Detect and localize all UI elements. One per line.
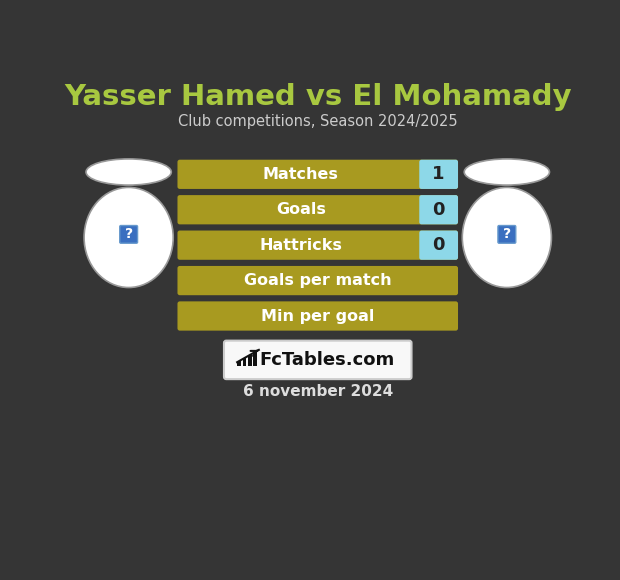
- FancyBboxPatch shape: [419, 195, 458, 224]
- FancyBboxPatch shape: [177, 160, 458, 189]
- Text: 0: 0: [432, 201, 445, 219]
- Text: 0: 0: [432, 236, 445, 254]
- Text: Min per goal: Min per goal: [261, 309, 374, 324]
- Text: FcTables.com: FcTables.com: [259, 351, 395, 369]
- Ellipse shape: [86, 159, 171, 185]
- FancyBboxPatch shape: [120, 226, 138, 243]
- Text: Hattricks: Hattricks: [259, 238, 342, 253]
- Bar: [248, 356, 252, 366]
- FancyBboxPatch shape: [177, 195, 458, 224]
- Ellipse shape: [84, 187, 173, 288]
- Text: ?: ?: [125, 227, 133, 241]
- FancyBboxPatch shape: [419, 230, 458, 260]
- Text: 1: 1: [432, 165, 445, 183]
- FancyBboxPatch shape: [419, 160, 458, 189]
- FancyBboxPatch shape: [498, 226, 516, 243]
- FancyBboxPatch shape: [224, 340, 412, 379]
- FancyBboxPatch shape: [177, 230, 458, 260]
- FancyBboxPatch shape: [177, 302, 458, 331]
- Ellipse shape: [463, 187, 551, 288]
- Bar: [242, 358, 247, 366]
- Bar: [237, 361, 241, 366]
- FancyBboxPatch shape: [177, 266, 458, 295]
- Ellipse shape: [464, 159, 549, 185]
- Bar: [254, 351, 257, 366]
- Text: Goals: Goals: [276, 202, 326, 218]
- Text: Club competitions, Season 2024/2025: Club competitions, Season 2024/2025: [178, 114, 458, 129]
- Text: 6 november 2024: 6 november 2024: [242, 384, 393, 399]
- Text: Goals per match: Goals per match: [244, 273, 392, 288]
- Text: ?: ?: [503, 227, 511, 241]
- Text: Yasser Hamed vs El Mohamady: Yasser Hamed vs El Mohamady: [64, 84, 572, 111]
- Text: Matches: Matches: [263, 167, 339, 182]
